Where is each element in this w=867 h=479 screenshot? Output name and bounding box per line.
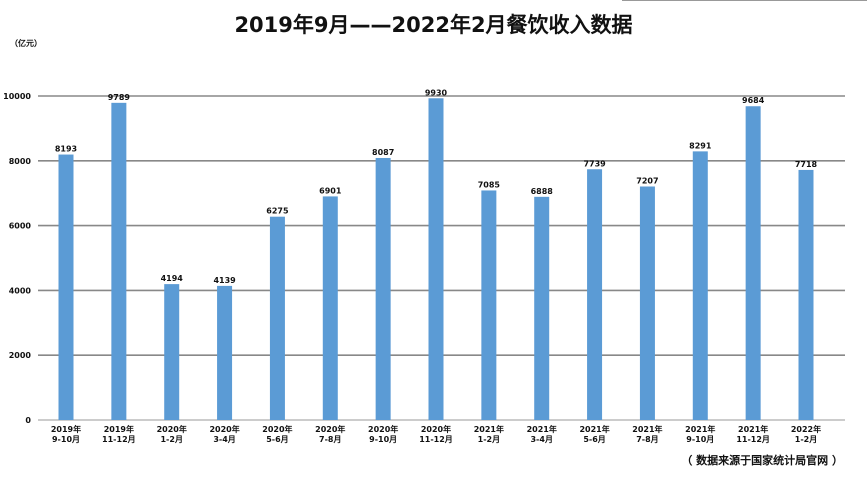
y-tick-label: 6000 [9,222,32,231]
x-tick-label-months: 3-4月 [530,435,552,444]
x-tick-label-year: 2020年 [262,424,292,434]
top-divider [622,0,867,1]
x-tick-label-year: 2021年 [579,424,609,434]
bar [58,154,74,420]
bar [164,284,180,420]
value-label: 9789 [108,93,131,102]
value-label: 6901 [319,186,342,195]
y-tick-labels: 0 2000 4000 6000 8000 10000 [3,92,31,425]
x-tick-label-months: 11-12月 [419,435,453,444]
x-tick-label-months: 11-12月 [102,435,136,444]
x-tick-label-year: 2019年 [104,424,134,434]
x-tick-label-months: 9-10月 [52,435,80,444]
x-tick-label-months: 1-2月 [478,435,500,444]
x-tick-label-year: 2021年 [527,424,557,434]
x-tick-label-year: 2021年 [738,424,768,434]
bar [798,169,814,420]
bar [111,102,127,421]
bar [269,216,285,420]
y-tick-label: 4000 [9,286,32,295]
bar [745,106,761,420]
value-label: 9930 [425,88,448,97]
value-label: 6275 [266,207,289,216]
value-labels: 8193 9789 4194 4139 6275 6901 8087 9930 7085 6888… [55,88,818,285]
value-label: 8291 [689,141,712,150]
chart-title: 2019年9月——2022年2月餐饮收入数据 [234,13,633,37]
x-tick-label-months: 1-2月 [160,435,182,444]
x-tick-label-months: 11-12月 [736,435,770,444]
value-label: 8087 [372,148,394,157]
x-tick-label-months: 3-4月 [213,435,235,444]
x-tick-label-months: 7-8月 [636,435,658,444]
bar [534,196,550,420]
value-label: 7207 [636,176,658,185]
bar [375,157,391,420]
x-tick-label-months: 9-10月 [686,435,714,444]
value-label: 8193 [55,145,77,154]
bar [639,186,655,420]
data-source-note: （ 数据来源于国家统计局官网 ） [681,454,843,467]
x-tick-label-year: 2019年 [51,424,81,434]
bars [58,98,814,421]
value-label: 4194 [161,274,184,283]
bar [692,151,708,421]
x-tick-label-year: 2020年 [315,424,345,434]
value-label: 6888 [531,187,554,196]
y-tick-label: 8000 [9,157,32,166]
value-label: 7739 [583,159,606,168]
x-tick-label-year: 2020年 [209,424,239,434]
x-tick-label-months: 5-6月 [583,435,605,444]
x-tick-label-months: 1-2月 [795,435,817,444]
x-tick-label-year: 2021年 [632,424,662,434]
bar [428,98,444,420]
x-tick-label-year: 2022年 [791,424,821,434]
y-tick-label: 10000 [3,92,31,101]
value-label: 4139 [213,276,236,285]
x-tick-label-months: 5-6月 [266,435,288,444]
bar [481,190,497,420]
x-tick-label-months: 9-10月 [369,435,397,444]
x-tick-labels: 2019年9-10月2019年11-12月2020年1-2月2020年3-4月2… [51,424,821,444]
value-label: 7085 [478,180,501,189]
bar [217,285,233,420]
y-tick-label: 0 [25,416,31,425]
x-tick-label-year: 2020年 [421,424,451,434]
x-tick-label-year: 2020年 [368,424,398,434]
y-tick-label: 2000 [9,351,32,360]
bar [322,196,338,420]
value-label: 7718 [795,160,818,169]
value-label: 9684 [742,96,765,105]
x-tick-label-year: 2020年 [157,424,187,434]
x-tick-label-year: 2021年 [685,424,715,434]
x-tick-label-months: 7-8月 [319,435,341,444]
bar [587,169,603,420]
y-axis-unit: （亿元） [10,39,42,48]
x-tick-label-year: 2021年 [474,424,504,434]
